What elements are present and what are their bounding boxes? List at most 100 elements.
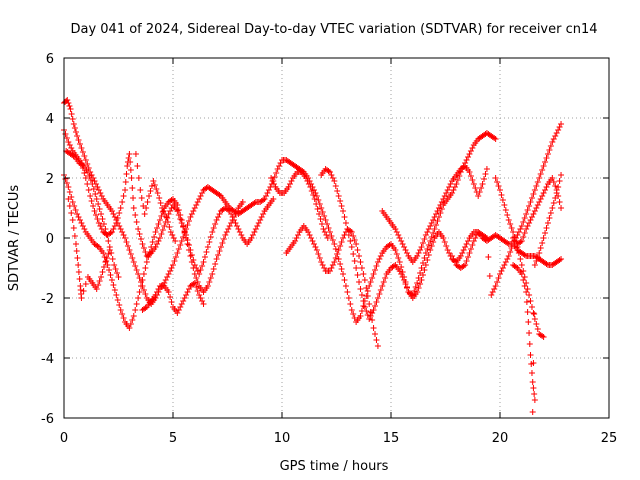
data-point bbox=[112, 266, 119, 272]
data-point bbox=[412, 284, 419, 290]
data-point bbox=[139, 277, 146, 283]
data-point bbox=[481, 176, 488, 182]
data-point bbox=[177, 304, 184, 310]
data-point bbox=[159, 227, 166, 233]
data-point bbox=[177, 212, 184, 218]
data-point bbox=[267, 184, 274, 190]
data-point bbox=[537, 171, 544, 177]
data-point bbox=[164, 219, 171, 225]
data-point bbox=[155, 286, 162, 292]
data-point bbox=[427, 223, 434, 229]
y-tick-label: 6 bbox=[46, 52, 54, 67]
data-point bbox=[130, 313, 137, 319]
data-point bbox=[129, 185, 136, 191]
data-point bbox=[66, 103, 73, 109]
data-point bbox=[233, 223, 240, 229]
data-point bbox=[127, 159, 134, 165]
data-point bbox=[518, 271, 525, 277]
data-point bbox=[117, 226, 124, 232]
data-point bbox=[187, 253, 194, 259]
data-point bbox=[328, 265, 335, 271]
data-point bbox=[356, 279, 363, 285]
x-tick-label: 25 bbox=[601, 431, 618, 446]
data-point bbox=[543, 225, 550, 231]
data-point bbox=[475, 193, 482, 199]
data-point bbox=[373, 299, 380, 305]
data-point bbox=[97, 223, 104, 229]
data-point bbox=[168, 197, 175, 203]
data-point bbox=[460, 164, 467, 170]
data-point bbox=[251, 200, 258, 206]
data-point bbox=[270, 196, 277, 202]
data-point bbox=[84, 181, 91, 187]
data-point bbox=[293, 235, 300, 241]
data-point bbox=[216, 192, 223, 198]
data-point bbox=[271, 174, 278, 180]
data-point bbox=[377, 253, 384, 259]
data-point bbox=[335, 193, 342, 199]
data-point bbox=[512, 264, 519, 270]
data-point bbox=[518, 238, 525, 244]
data-point bbox=[138, 236, 145, 242]
data-point bbox=[411, 288, 418, 294]
data-point bbox=[322, 217, 329, 223]
data-point bbox=[177, 242, 184, 248]
data-point bbox=[145, 254, 152, 260]
data-point bbox=[558, 256, 565, 262]
data-point bbox=[76, 141, 83, 147]
data-point bbox=[147, 188, 154, 194]
data-point bbox=[178, 301, 185, 307]
data-point bbox=[403, 285, 410, 291]
data-point bbox=[105, 251, 112, 257]
data-point bbox=[533, 321, 540, 327]
data-point bbox=[374, 343, 381, 349]
data-point bbox=[399, 241, 406, 247]
data-point bbox=[95, 201, 102, 207]
data-point bbox=[539, 193, 546, 199]
data-point bbox=[422, 232, 429, 238]
data-point bbox=[154, 190, 161, 196]
data-point bbox=[510, 229, 517, 235]
data-point bbox=[141, 211, 148, 217]
data-point bbox=[395, 255, 402, 261]
data-point bbox=[558, 121, 565, 127]
data-point bbox=[507, 249, 514, 255]
data-point bbox=[530, 211, 537, 217]
data-point bbox=[543, 155, 550, 161]
data-point bbox=[67, 106, 74, 112]
data-point bbox=[206, 279, 213, 285]
data-point bbox=[457, 253, 464, 259]
data-point bbox=[528, 370, 535, 376]
x-tick-label: 5 bbox=[169, 431, 177, 446]
x-axis-label: GPS time / hours bbox=[280, 459, 389, 474]
data-point bbox=[73, 248, 80, 254]
data-point bbox=[99, 216, 106, 222]
data-point bbox=[113, 292, 120, 298]
data-point bbox=[146, 193, 153, 199]
data-point bbox=[531, 391, 538, 397]
data-point bbox=[350, 311, 357, 317]
data-point bbox=[408, 291, 415, 297]
data-point bbox=[437, 202, 444, 208]
data-point bbox=[236, 229, 243, 235]
data-point bbox=[130, 195, 137, 201]
data-point bbox=[431, 226, 438, 232]
data-point bbox=[68, 210, 75, 216]
data-point bbox=[156, 195, 163, 201]
data-point bbox=[286, 181, 293, 187]
data-point bbox=[188, 211, 195, 217]
data-point bbox=[204, 283, 211, 289]
data-point bbox=[156, 217, 163, 223]
data-point bbox=[212, 261, 219, 267]
data-point bbox=[158, 213, 165, 219]
data-point bbox=[419, 260, 426, 266]
data-point bbox=[540, 235, 547, 241]
data-point bbox=[157, 200, 164, 206]
data-point bbox=[65, 100, 72, 106]
data-point bbox=[75, 269, 82, 275]
data-point bbox=[370, 325, 377, 331]
data-point bbox=[166, 224, 173, 230]
data-point bbox=[485, 254, 492, 260]
data-point bbox=[70, 153, 77, 159]
data-point bbox=[517, 256, 524, 262]
